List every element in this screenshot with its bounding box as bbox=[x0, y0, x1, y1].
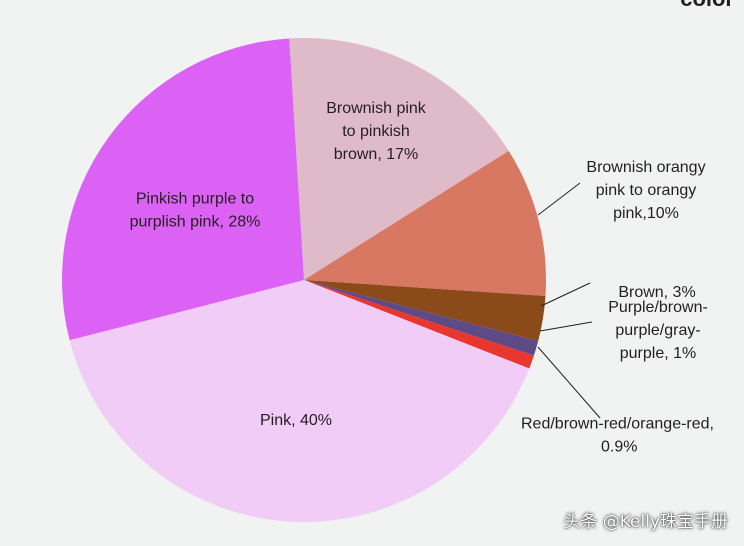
leader-line bbox=[539, 321, 593, 332]
leader-line bbox=[540, 282, 591, 307]
slice-label: Brownish orangy pink to orangy pink,10% bbox=[586, 159, 705, 222]
slice-label-line: Red/brown-red/orange-red, bbox=[521, 416, 714, 433]
pie-slice bbox=[69, 280, 530, 522]
slice-label-line: to pinkish bbox=[342, 123, 410, 140]
header-fragment: color bbox=[680, 0, 734, 12]
slice-label-line: Pinkish purple to bbox=[136, 191, 254, 208]
slice-label: Pinkish purple to purplish pink, 28% bbox=[130, 191, 261, 231]
pie-slice bbox=[304, 280, 546, 342]
slice-label-line: purple, 1% bbox=[620, 345, 697, 362]
slice-label-line: Brownish pink bbox=[326, 100, 427, 117]
pie-slice bbox=[62, 38, 304, 341]
leader-lines bbox=[537, 182, 601, 419]
pie-slices bbox=[62, 38, 546, 522]
pie-slice bbox=[289, 38, 509, 281]
pie-slice bbox=[304, 150, 546, 297]
slice-label-line: 0.9% bbox=[601, 439, 637, 456]
slice-label-line: purple/gray- bbox=[615, 322, 700, 339]
slice-labels: Brownish pink to pinkish brown, 17%Brownis… bbox=[130, 100, 714, 456]
slice-label-line: brown, 17% bbox=[334, 146, 419, 163]
slice-label-line: Brown, 3% bbox=[618, 284, 695, 301]
slice-label-line: pink to orangy bbox=[596, 182, 697, 199]
slice-label-line: Brownish orangy bbox=[586, 159, 705, 176]
slice-label-line: Pink, 40% bbox=[260, 412, 332, 429]
slice-label-line: purplish pink, 28% bbox=[130, 214, 261, 231]
pie-slice bbox=[304, 280, 539, 356]
slice-label-line: Purple/brown- bbox=[608, 299, 708, 316]
leader-line bbox=[537, 182, 581, 216]
slice-label: Purple/brown-purple/gray-purple, 1% bbox=[608, 299, 708, 362]
leader-line bbox=[537, 346, 601, 419]
watermark: 头条 @Kelly珠宝手册 bbox=[563, 512, 728, 532]
slice-label: Pink, 40% bbox=[260, 412, 332, 429]
slice-label: Brown, 3% bbox=[618, 284, 695, 301]
slice-label: Red/brown-red/orange-red, 0.9% bbox=[521, 416, 714, 456]
slice-label: Brownish pink to pinkish brown, 17% bbox=[326, 100, 427, 163]
pie-slice bbox=[304, 280, 534, 369]
slice-label-line: pink,10% bbox=[613, 205, 679, 222]
